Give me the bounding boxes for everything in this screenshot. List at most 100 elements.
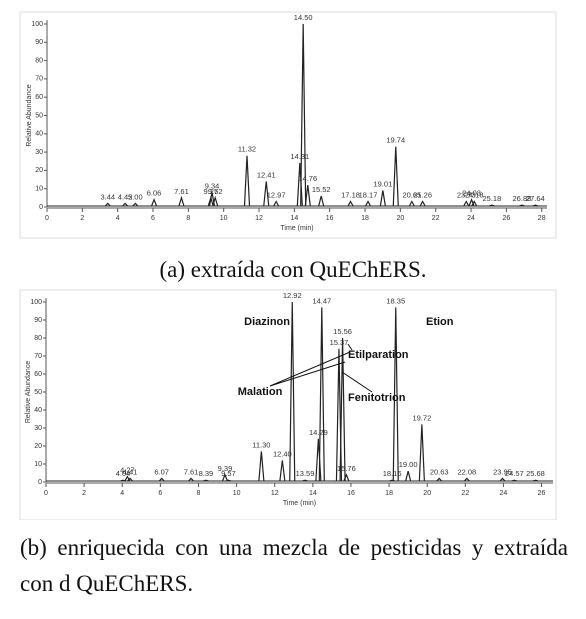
annotation-leader (347, 343, 353, 351)
peak-label: 14.76 (298, 174, 317, 183)
x-tick-label: 16 (347, 490, 355, 497)
y-tick-label: 50 (35, 112, 43, 119)
peak-label: 7.61 (174, 187, 189, 196)
annotation: Diazinon (244, 316, 290, 328)
x-tick-label: 0 (45, 215, 49, 222)
x-tick-label: 20 (396, 215, 404, 222)
peak-label: 5.00 (128, 192, 143, 201)
y-tick-label: 10 (34, 461, 42, 468)
peak-label: 23.73 (457, 190, 476, 199)
peak (304, 184, 311, 207)
peak-label: 22.08 (457, 467, 476, 476)
x-tick-label: 22 (432, 215, 440, 222)
peak-label: 14.47 (312, 296, 331, 305)
peak-label: 4.41 (123, 467, 138, 476)
x-tick-label: 12 (255, 215, 263, 222)
x-tick-label: 6 (151, 215, 155, 222)
peak (127, 477, 133, 482)
y-tick-label: 30 (35, 149, 43, 156)
x-tick-label: 2 (80, 215, 84, 222)
peak-label: 9.52 (208, 187, 223, 196)
peak-label: 25.18 (482, 194, 501, 203)
peak-label: 4.27 (120, 466, 135, 475)
y-axis-label: Relative Abundance (26, 84, 33, 146)
peak-label: 13.59 (296, 469, 315, 478)
peak-label: 6.06 (147, 189, 162, 198)
peak-label: 12.41 (257, 170, 276, 179)
peak-label: 9.34 (205, 181, 220, 190)
peak-label: 8.39 (199, 469, 214, 478)
peak-label: 4.04 (116, 469, 131, 478)
peak (519, 204, 525, 207)
peak-label: 19.72 (412, 413, 431, 422)
x-axis-label: Time (min) (283, 500, 316, 507)
peak-label: 25.68 (526, 469, 545, 478)
peak-label: 23.95 (493, 467, 512, 476)
y-tick-label: 90 (35, 39, 43, 46)
peak (392, 146, 399, 207)
panel-border (19, 289, 557, 520)
caption: (b) enriquecida con una mezcla de pestic… (20, 535, 568, 596)
peak-label: 12.97 (267, 190, 286, 199)
annotation: Etilparation (348, 349, 409, 361)
x-tick-label: 10 (220, 215, 228, 222)
x-tick-label: 14 (309, 490, 317, 497)
peak (203, 479, 209, 482)
peak (188, 477, 194, 482)
annotation: Fenitotrion (348, 392, 406, 404)
peak-label: 19.01 (373, 180, 392, 189)
peak-label: 4.42 (118, 192, 133, 201)
y-tick-label: 50 (34, 389, 42, 396)
peak (436, 477, 443, 482)
y-tick-label: 60 (34, 371, 42, 378)
x-tick-label: 26 (502, 215, 510, 222)
peak (318, 195, 325, 207)
peak-label: 11.30 (252, 440, 270, 449)
x-tick-label: 18 (385, 490, 393, 497)
annotation-leader (269, 361, 346, 387)
x-tick-label: 8 (197, 490, 201, 497)
peak-label: 20.63 (430, 467, 449, 476)
y-tick-label: 100 (31, 21, 43, 28)
peak (296, 163, 303, 207)
peak-label: 12.92 (283, 291, 302, 300)
y-axis-label: Relative Abundance (25, 361, 32, 423)
peak (243, 155, 251, 207)
x-tick-label: 20 (423, 490, 431, 497)
x-tick-label: 8 (186, 215, 190, 222)
x-tick-label: 2 (82, 490, 86, 497)
peak-label: 24.03 (462, 189, 481, 198)
x-tick-label: 4 (116, 215, 120, 222)
peak (365, 200, 372, 207)
y-tick-label: 20 (34, 443, 42, 450)
peak (225, 479, 232, 482)
peak-label: 26.88 (513, 194, 532, 203)
x-tick-label: 18 (361, 215, 369, 222)
peak (178, 195, 185, 207)
peak-label: 11.32 (238, 145, 256, 154)
peak (212, 195, 219, 207)
peak (532, 204, 539, 207)
peak-label: 9.27 (203, 187, 218, 196)
y-tick-label: 40 (35, 131, 43, 138)
peak (347, 200, 354, 207)
peak-label: 9.39 (218, 464, 233, 473)
peak-label: 6.07 (154, 467, 169, 476)
peak-label: 27.64 (526, 194, 545, 203)
peak-label: 15.52 (312, 185, 331, 194)
peak (339, 337, 346, 482)
peak-label: 19.00 (399, 460, 418, 469)
peak (379, 190, 386, 207)
peak (158, 477, 165, 482)
peak (499, 477, 506, 482)
y-tick-label: 0 (38, 479, 42, 486)
peak-label: 18.35 (386, 296, 405, 305)
x-tick-label: 6 (158, 490, 162, 497)
annotation-leader (269, 351, 351, 387)
peak (489, 204, 495, 207)
panel-border (19, 11, 557, 239)
peak (151, 198, 158, 207)
peak-label: 18.17 (359, 190, 378, 199)
peak (471, 200, 478, 207)
